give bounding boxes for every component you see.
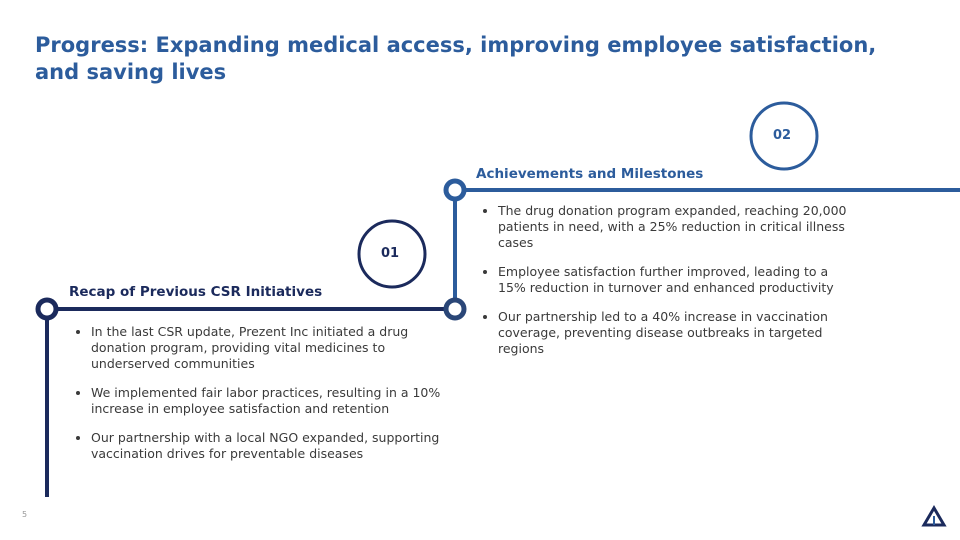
node	[443, 178, 467, 202]
bullet: Employee satisfaction further improved, …	[498, 264, 853, 296]
bullet-list: In the last CSR update, Prezent Inc init…	[71, 324, 446, 475]
section-heading: Recap of Previous CSR Initiatives	[69, 284, 323, 300]
logo	[921, 505, 947, 527]
bullet: Our partnership with a local NGO expande…	[91, 430, 446, 462]
bullet-list: The drug donation program expanded, reac…	[478, 203, 853, 370]
node	[35, 297, 59, 321]
title: Progress: Expanding medical access, impr…	[35, 33, 877, 84]
step-number: 02	[773, 128, 792, 143]
bullet: The drug donation program expanded, reac…	[498, 203, 853, 251]
page-number: 5	[22, 510, 28, 519]
node	[443, 297, 467, 321]
number-circle	[749, 101, 819, 171]
section-heading: Achievements and Milestones	[476, 166, 704, 182]
bullet: In the last CSR update, Prezent Inc init…	[91, 324, 446, 372]
step-number: 01	[381, 246, 400, 261]
bullet: Our partnership led to a 40% increase in…	[498, 309, 853, 357]
number-circle	[357, 219, 427, 289]
bullet: We implemented fair labor practices, res…	[91, 385, 446, 417]
